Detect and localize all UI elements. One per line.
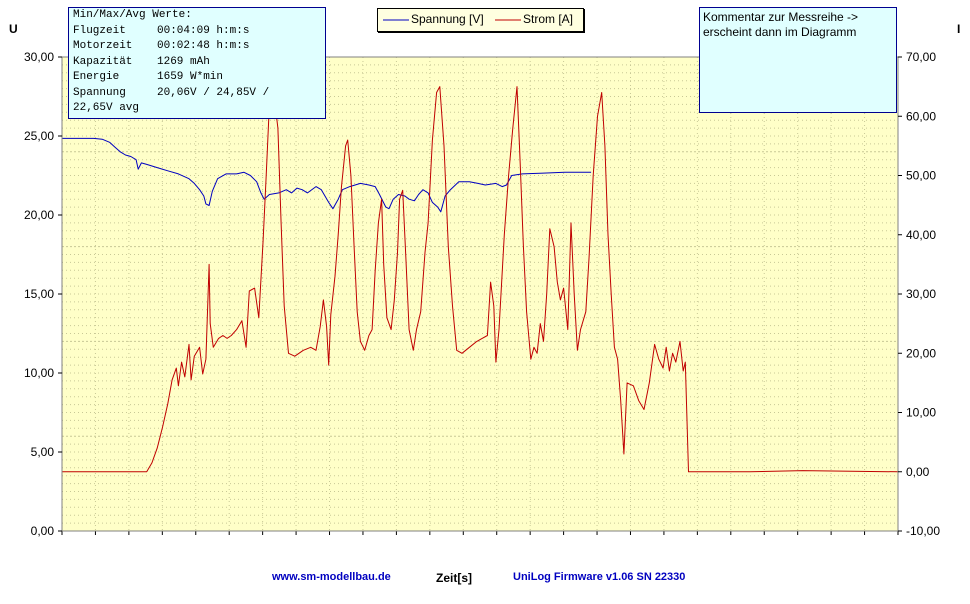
stats-key: Flugzeit [73,24,126,37]
y-left-axis-label: U [9,22,18,36]
stats-row: Motorzeit 00:02:48 h:m:s [69,39,325,55]
y-right-tick-label: 10,00 [906,406,936,420]
comment-line: erscheint dann im Diagramm [703,25,857,39]
y-right-tick-label: 20,00 [906,346,936,360]
y-left-tick-label: 10,00 [24,366,54,380]
y-left-tick-label: 15,00 [24,287,54,301]
right-axis: -10,00 0,00 10,00 20,00 30,00 40,00 50,00 60,00… [898,50,940,538]
y-right-tick-label: 0,00 [906,465,930,479]
y-left-tick-label: 30,00 [24,50,54,64]
stats-row: Flugzeit 00:04:09 h:m:s [69,24,325,40]
website-link[interactable]: www.sm-modellbau.de [272,571,391,583]
stats-value: 1659 W*min [157,71,224,83]
voltage-series-line [62,137,592,213]
y-right-tick-label: -10,00 [906,524,940,538]
y-right-tick-label: 30,00 [906,287,936,301]
y-right-tick-label: 40,00 [906,228,936,242]
legend-voltage-swatch [383,19,409,21]
stats-row: Kapazität 1269 mAh [69,55,325,71]
y-right-tick-label: 50,00 [906,169,936,183]
stats-value: 20,06V / 24,85V / [157,86,270,99]
stats-key: Kapazität [73,55,133,68]
y-right-tick-label: 60,00 [906,109,936,123]
y-left-tick-label: 0,00 [31,524,55,538]
stats-value: 00:02:48 h:m:s [157,40,250,52]
y-left-tick-label: 25,00 [24,129,54,143]
y-left-tick-label: 20,00 [24,208,54,222]
x-axis-label: Zeit[s] [436,571,472,585]
stats-title: Min/Max/Avg Werte: [73,9,192,21]
y-right-tick-label: 70,00 [906,50,936,64]
stats-row: Spannung 20,06V / 24,85V / [69,86,325,102]
legend-voltage-label: Spannung [V] [411,12,484,26]
stats-key: Spannung [73,86,126,99]
stats-value: 1269 mAh [157,55,210,68]
stats-box: Min/Max/Avg Werte: Flugzeit 00:04:09 h:m:… [68,7,326,119]
current-series-line [62,86,899,473]
stats-key: Motorzeit [73,40,133,52]
plot-area [62,57,898,531]
legend: Spannung [V] Strom [A] [377,8,584,32]
left-axis: 0,00 5,00 10,00 15,00 20,00 25,00 30,00 [24,50,62,538]
firmware-info: UniLog Firmware v1.06 SN 22330 [513,571,686,583]
stats-continuation: 22,65V avg [73,102,140,114]
comment-box: Kommentar zur Messreihe -> erscheint dan… [699,7,897,113]
stats-value: 00:04:09 h:m:s [157,24,250,37]
legend-current-label: Strom [A] [523,12,574,26]
series-layer [62,86,899,473]
stats-key: Energie [73,71,120,83]
comment-line: Kommentar zur Messreihe -> [703,10,859,24]
legend-current-swatch [495,19,521,21]
stats-row: Energie 1659 W*min [69,70,325,86]
y-right-axis-label: I [957,22,960,36]
y-left-tick-label: 5,00 [31,445,55,459]
